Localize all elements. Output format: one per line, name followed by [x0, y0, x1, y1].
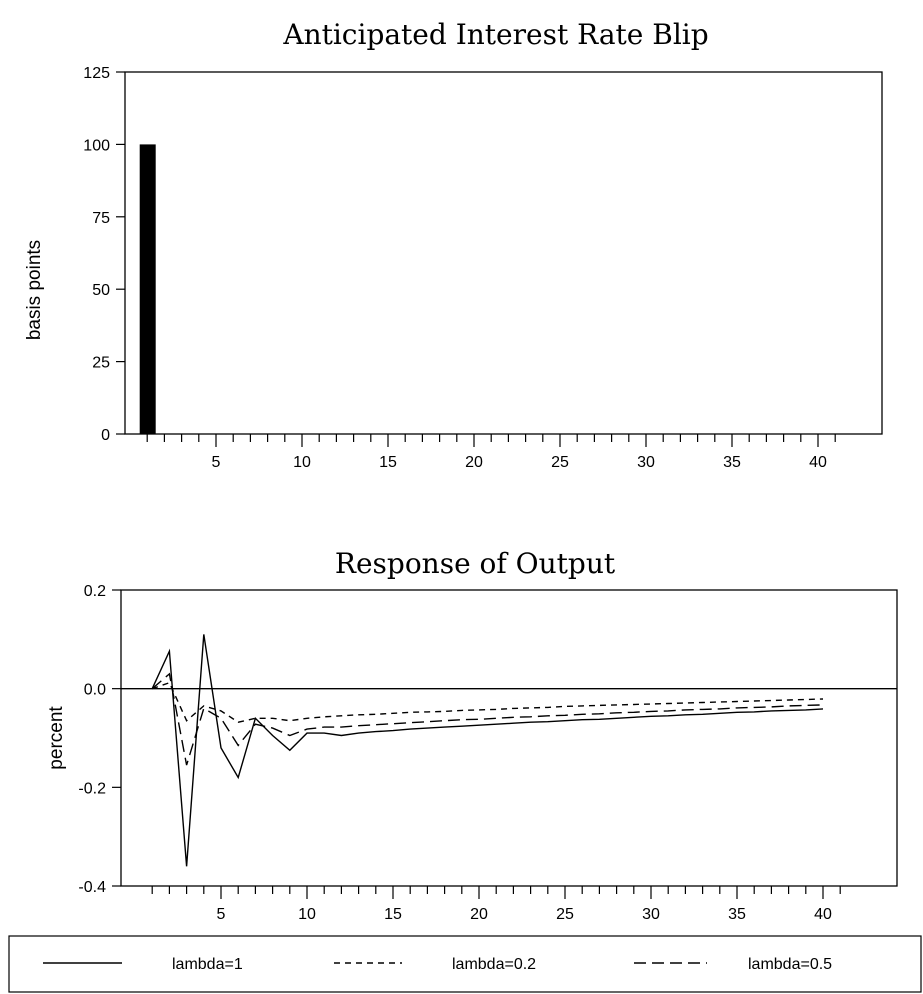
chart-title: Response of Output	[335, 547, 616, 580]
series-line-lambda=1	[151, 634, 824, 867]
series-line-lambda=0.5	[151, 672, 824, 766]
legend-label: lambda=0.2	[452, 956, 536, 973]
series-line-lambda=0.2	[151, 681, 824, 723]
y-tick-label: 0.2	[84, 583, 106, 600]
y-tick-label: 0.0	[84, 682, 106, 699]
legend-label: lambda=1	[172, 956, 243, 973]
x-tick-label: 35	[728, 906, 746, 923]
bar	[139, 144, 156, 434]
x-tick-label: 30	[637, 454, 655, 471]
plot-frame	[120, 589, 898, 887]
x-tick-label: 40	[814, 906, 832, 923]
x-tick-label: 10	[293, 454, 311, 471]
legend: lambda=1 lambda=0.2 lambda=0.5	[8, 935, 922, 993]
bars	[139, 144, 156, 434]
y-tick-label: 50	[92, 282, 110, 299]
y-tick-label: 0	[101, 427, 110, 444]
y-ticks: 0 25 50 75 100 125	[83, 65, 125, 444]
y-tick-label: 75	[92, 210, 110, 227]
x-tick-label: 5	[212, 454, 221, 471]
y-tick-label: -0.4	[78, 879, 106, 896]
x-ticks: 5 10 15 20 25 30 35 40	[146, 434, 836, 471]
x-tick-label: 35	[723, 454, 741, 471]
x-tick-label: 30	[642, 906, 660, 923]
y-tick-label: 25	[92, 355, 110, 372]
y-axis-label: percent	[46, 706, 67, 770]
x-tick-label: 25	[556, 906, 574, 923]
x-tick-label: 15	[384, 906, 402, 923]
x-tick-label: 40	[809, 454, 827, 471]
x-tick-label: 15	[379, 454, 397, 471]
x-tick-label: 5	[217, 906, 226, 923]
x-tick-label: 25	[551, 454, 569, 471]
plot-frame	[124, 71, 883, 435]
legend-frame	[8, 935, 922, 993]
x-tick-label: 20	[465, 454, 483, 471]
x-tick-label: 10	[298, 906, 316, 923]
chart-response-of-output: Response of Output percent -0.4 -0.2 0.0 0.…	[46, 547, 898, 923]
y-ticks: -0.4 -0.2 0.0 0.2	[78, 583, 121, 896]
x-ticks: 5 10 15 20 25 30 35 40	[151, 886, 841, 923]
y-tick-label: -0.2	[78, 780, 106, 797]
chart-interest-rate-blip: Anticipated Interest Rate Blip basis poi…	[24, 18, 883, 471]
y-axis-label: basis points	[24, 240, 45, 340]
legend-label: lambda=0.5	[748, 956, 832, 973]
x-tick-label: 20	[470, 906, 488, 923]
y-tick-label: 125	[83, 65, 110, 82]
y-tick-label: 100	[83, 137, 110, 154]
series-lines	[121, 634, 897, 867]
chart-title: Anticipated Interest Rate Blip	[282, 18, 708, 51]
